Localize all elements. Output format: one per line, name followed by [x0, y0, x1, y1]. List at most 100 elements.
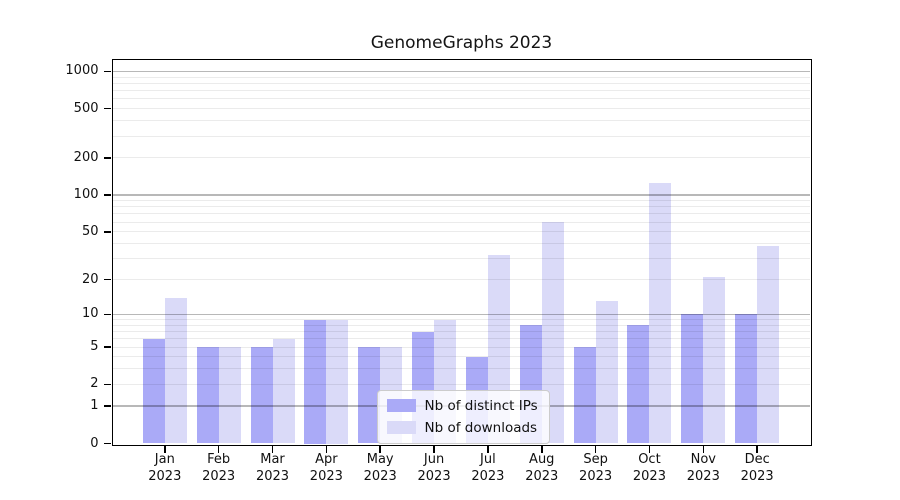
x-tick-label: Jun 2023 [402, 451, 466, 486]
bar-ips-dec [735, 314, 758, 444]
x-tick-month: Jun [423, 451, 445, 467]
x-tick-label: May 2023 [348, 451, 412, 486]
x-tick-month: Nov [690, 451, 716, 467]
bar-downloads-sep [595, 301, 618, 444]
y-tick-label: 200 [73, 149, 99, 165]
legend-entry-downloads: Nb of downloads [386, 419, 538, 437]
y-tick-mark [104, 107, 111, 110]
bar-downloads-nov [703, 277, 726, 444]
y-tick-label: 20 [81, 271, 99, 287]
gridline-minor [112, 108, 810, 110]
x-tick-month: Aug [529, 451, 555, 467]
gridline-minor [112, 82, 810, 84]
gridline-minor [112, 221, 810, 223]
x-tick-label: Feb 2023 [187, 451, 251, 486]
bar-ips-mar [250, 347, 273, 444]
y-tick-label: 500 [73, 100, 99, 116]
gridline-minor [112, 98, 810, 100]
legend-entry-distinct-ips: Nb of distinct IPs [386, 397, 538, 415]
bar-downloads-apr [326, 319, 349, 444]
bar-downloads-aug [541, 222, 564, 444]
legend-label-downloads: Nb of downloads [424, 419, 538, 436]
x-tick-year: 2023 [255, 469, 290, 484]
bar-downloads-jan [164, 297, 187, 444]
y-tick-label: 5 [90, 339, 99, 354]
y-tick-mark [104, 278, 111, 281]
bar-downloads-oct [649, 183, 672, 444]
plot-area: 0 1 2 5 10 20 50 100 200 500 1000 Jan 2023 Feb 2023 Mar… [65, 58, 812, 484]
x-tick-label: Jul 2023 [456, 451, 520, 486]
x-tick-mark [594, 446, 597, 453]
y-tick-mark [104, 70, 111, 73]
x-tick-year: 2023 [309, 469, 343, 484]
bar-ips-may [358, 347, 381, 444]
x-tick-year: 2023 [525, 469, 559, 484]
gridline-minor [112, 231, 810, 233]
gridline-major [112, 70, 810, 73]
x-tick-mark [433, 446, 435, 453]
x-tick-label: Mar 2023 [241, 451, 305, 486]
legend-swatch-distinct-ips [386, 399, 416, 412]
bar-downloads-mar [272, 338, 295, 444]
gridline-minor [112, 157, 810, 159]
x-tick-month: Sep [583, 451, 608, 467]
x-tick-year: 2023 [202, 469, 236, 484]
chart-title: GenomeGraphs 2023 [370, 33, 553, 53]
y-tick-label: 10 [81, 306, 99, 322]
legend: Nb of distinct IPs Nb of downloads [376, 389, 550, 444]
y-tick-mark [104, 231, 111, 233]
x-tick-mark [379, 446, 381, 453]
bar-ips-feb [196, 347, 219, 444]
bar-ips-sep [573, 347, 596, 444]
x-tick-mark [325, 446, 328, 453]
x-tick-mark [648, 446, 651, 453]
x-tick-label: Apr 2023 [294, 451, 358, 486]
x-tick-mark [164, 446, 166, 453]
y-tick-label: 2 [90, 376, 99, 392]
bar-downloads-feb [218, 347, 241, 444]
bar-downloads-dec [757, 246, 780, 444]
x-tick-label: Oct 2023 [617, 451, 681, 486]
x-tick-year: 2023 [686, 469, 720, 484]
y-tick-mark [104, 405, 111, 407]
bar-ips-oct [627, 325, 650, 444]
y-tick-label: 1 [90, 398, 99, 414]
x-tick-mark [217, 446, 220, 453]
gridline-minor [112, 258, 810, 260]
y-tick-mark [104, 194, 111, 196]
y-tick-label: 100 [73, 186, 99, 202]
x-tick-year: 2023 [148, 469, 182, 484]
bar-ips-apr [304, 319, 327, 444]
x-tick-mark [271, 446, 274, 453]
legend-swatch-downloads [386, 421, 416, 434]
x-tick-mark [541, 446, 543, 453]
gridline-minor [112, 206, 810, 208]
x-tick-year: 2023 [471, 469, 505, 484]
x-tick-year: 2023 [363, 469, 397, 484]
x-tick-mark [487, 446, 489, 453]
x-tick-month: Jan [154, 451, 175, 467]
bar-ips-nov [681, 314, 704, 444]
x-tick-label: Jan 2023 [133, 451, 197, 486]
x-tick-month: Apr [315, 451, 338, 467]
gridline-minor [112, 90, 810, 92]
x-tick-year: 2023 [417, 469, 451, 484]
x-tick-label: Dec 2023 [725, 451, 789, 486]
y-tick-label: 0 [90, 435, 99, 451]
gridline-minor [112, 120, 810, 122]
y-tick-mark [104, 346, 111, 348]
gridline-minor [112, 243, 810, 244]
x-tick-label: Nov 2023 [671, 451, 735, 486]
x-tick-month: Dec [744, 451, 770, 467]
y-tick-mark [104, 313, 111, 316]
x-tick-label: Aug 2023 [510, 451, 574, 486]
gridline-minor [112, 135, 810, 137]
gridline-minor [112, 76, 810, 78]
x-tick-mark [702, 446, 705, 453]
gridline-minor [112, 213, 810, 215]
legend-label-distinct-ips: Nb of distinct IPs [424, 397, 538, 414]
y-tick-mark [104, 442, 111, 445]
y-tick-mark [104, 157, 111, 159]
x-tick-year: 2023 [632, 469, 666, 484]
